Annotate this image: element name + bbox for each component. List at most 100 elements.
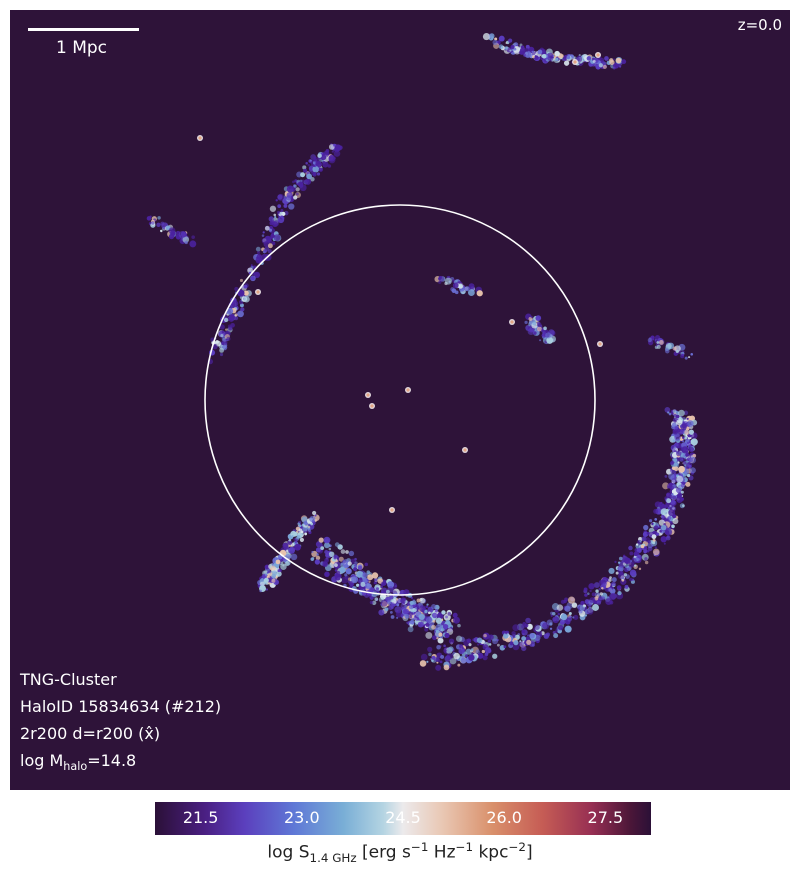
colorbar-tick: 26.0 (486, 808, 522, 827)
emission-blob (332, 143, 336, 147)
emission-blob (327, 164, 332, 168)
emission-blob (529, 632, 535, 639)
emission-blob (354, 561, 358, 565)
emission-blob (513, 640, 519, 646)
emission-blob (482, 655, 488, 661)
emission-blob (223, 317, 229, 323)
emission-blob (609, 576, 612, 579)
emission-blob (243, 284, 248, 289)
emission-blob (554, 50, 560, 57)
emission-blob (510, 320, 514, 324)
emission-blob (564, 625, 572, 633)
emission-blob (680, 354, 685, 359)
emission-blob (629, 569, 637, 577)
emission-blob (309, 516, 316, 523)
emission-blob (275, 199, 278, 202)
emission-blob (458, 648, 465, 655)
emission-blob (261, 253, 269, 261)
emission-blob (564, 597, 569, 602)
emission-blob (526, 634, 530, 637)
emission-blob (521, 636, 527, 641)
emission-blob (675, 349, 679, 354)
emission-blob (424, 627, 429, 632)
emission-blob (438, 632, 443, 637)
emission-blob (431, 604, 437, 610)
emission-blob (416, 598, 421, 603)
emission-blob (598, 342, 602, 346)
emission-blob (345, 568, 352, 575)
emission-blob (184, 240, 188, 245)
emission-blob (443, 644, 446, 648)
emission-blob (579, 605, 586, 611)
emission-blob (263, 577, 269, 583)
emission-blob (593, 582, 600, 589)
emission-blob (396, 603, 400, 607)
emission-blob (426, 603, 429, 606)
emission-blob (425, 605, 429, 609)
emission-blob (225, 328, 228, 331)
emission-blob (599, 592, 603, 596)
emission-blob (505, 631, 508, 635)
emission-blob (366, 393, 370, 397)
emission-blob (468, 654, 475, 661)
emission-blob (592, 59, 596, 63)
emission-blob (237, 310, 244, 318)
emission-blob (682, 504, 685, 507)
emission-blob (434, 609, 439, 613)
emission-blob (419, 605, 426, 612)
emission-blob (572, 616, 575, 619)
emission-blob (444, 649, 448, 652)
emission-blob (612, 58, 616, 61)
emission-blob (534, 55, 539, 60)
emission-blob (334, 555, 337, 558)
emission-blob (355, 583, 360, 587)
emission-blob (504, 46, 509, 50)
emission-blob (367, 574, 374, 581)
emission-blob (362, 577, 369, 584)
emission-blob (690, 438, 698, 446)
emission-blob (585, 599, 593, 607)
emission-blob (442, 623, 449, 630)
emission-blob (580, 600, 585, 606)
emission-blob (234, 286, 239, 292)
emission-blob (239, 278, 244, 283)
emission-blob (294, 540, 297, 543)
emission-blob (156, 222, 161, 227)
emission-blob (477, 652, 484, 659)
emission-blob (685, 481, 691, 487)
emission-blob (402, 609, 408, 615)
emission-blob (250, 276, 255, 281)
emission-blob (519, 50, 524, 55)
projection-info: 2r200 d=r200 (x̂) (20, 723, 161, 743)
emission-blob (411, 600, 417, 605)
emission-blob (573, 614, 579, 620)
emission-blob (683, 410, 689, 416)
emission-blob (420, 653, 428, 661)
emission-blob (273, 234, 281, 242)
emission-blob (307, 164, 311, 167)
halo-info: TNG-Cluster HaloID 15834634 (#212) 2r200… (20, 666, 221, 780)
emission-blob (611, 577, 617, 583)
emission-blob (566, 616, 573, 622)
halo-id: HaloID 15834634 (#212) (20, 696, 222, 716)
emission-blob (312, 165, 320, 173)
emission-blob (524, 623, 529, 628)
emission-blob (298, 524, 302, 528)
emission-blob (550, 614, 553, 617)
emission-blob (451, 288, 457, 294)
emission-blob (435, 624, 442, 631)
emission-blob (647, 542, 653, 549)
emission-blob (425, 616, 433, 624)
emission-blob (488, 634, 494, 640)
emission-blob (654, 338, 657, 341)
emission-blob (304, 178, 312, 185)
emission-blob (324, 542, 330, 549)
emission-blob (689, 456, 696, 464)
emission-blob (598, 63, 603, 68)
emission-blob (296, 534, 301, 539)
emission-blob (604, 56, 609, 61)
emission-blob (512, 634, 515, 638)
emission-blob (380, 599, 388, 607)
emission-blob (306, 173, 312, 180)
emission-blob (672, 448, 676, 452)
